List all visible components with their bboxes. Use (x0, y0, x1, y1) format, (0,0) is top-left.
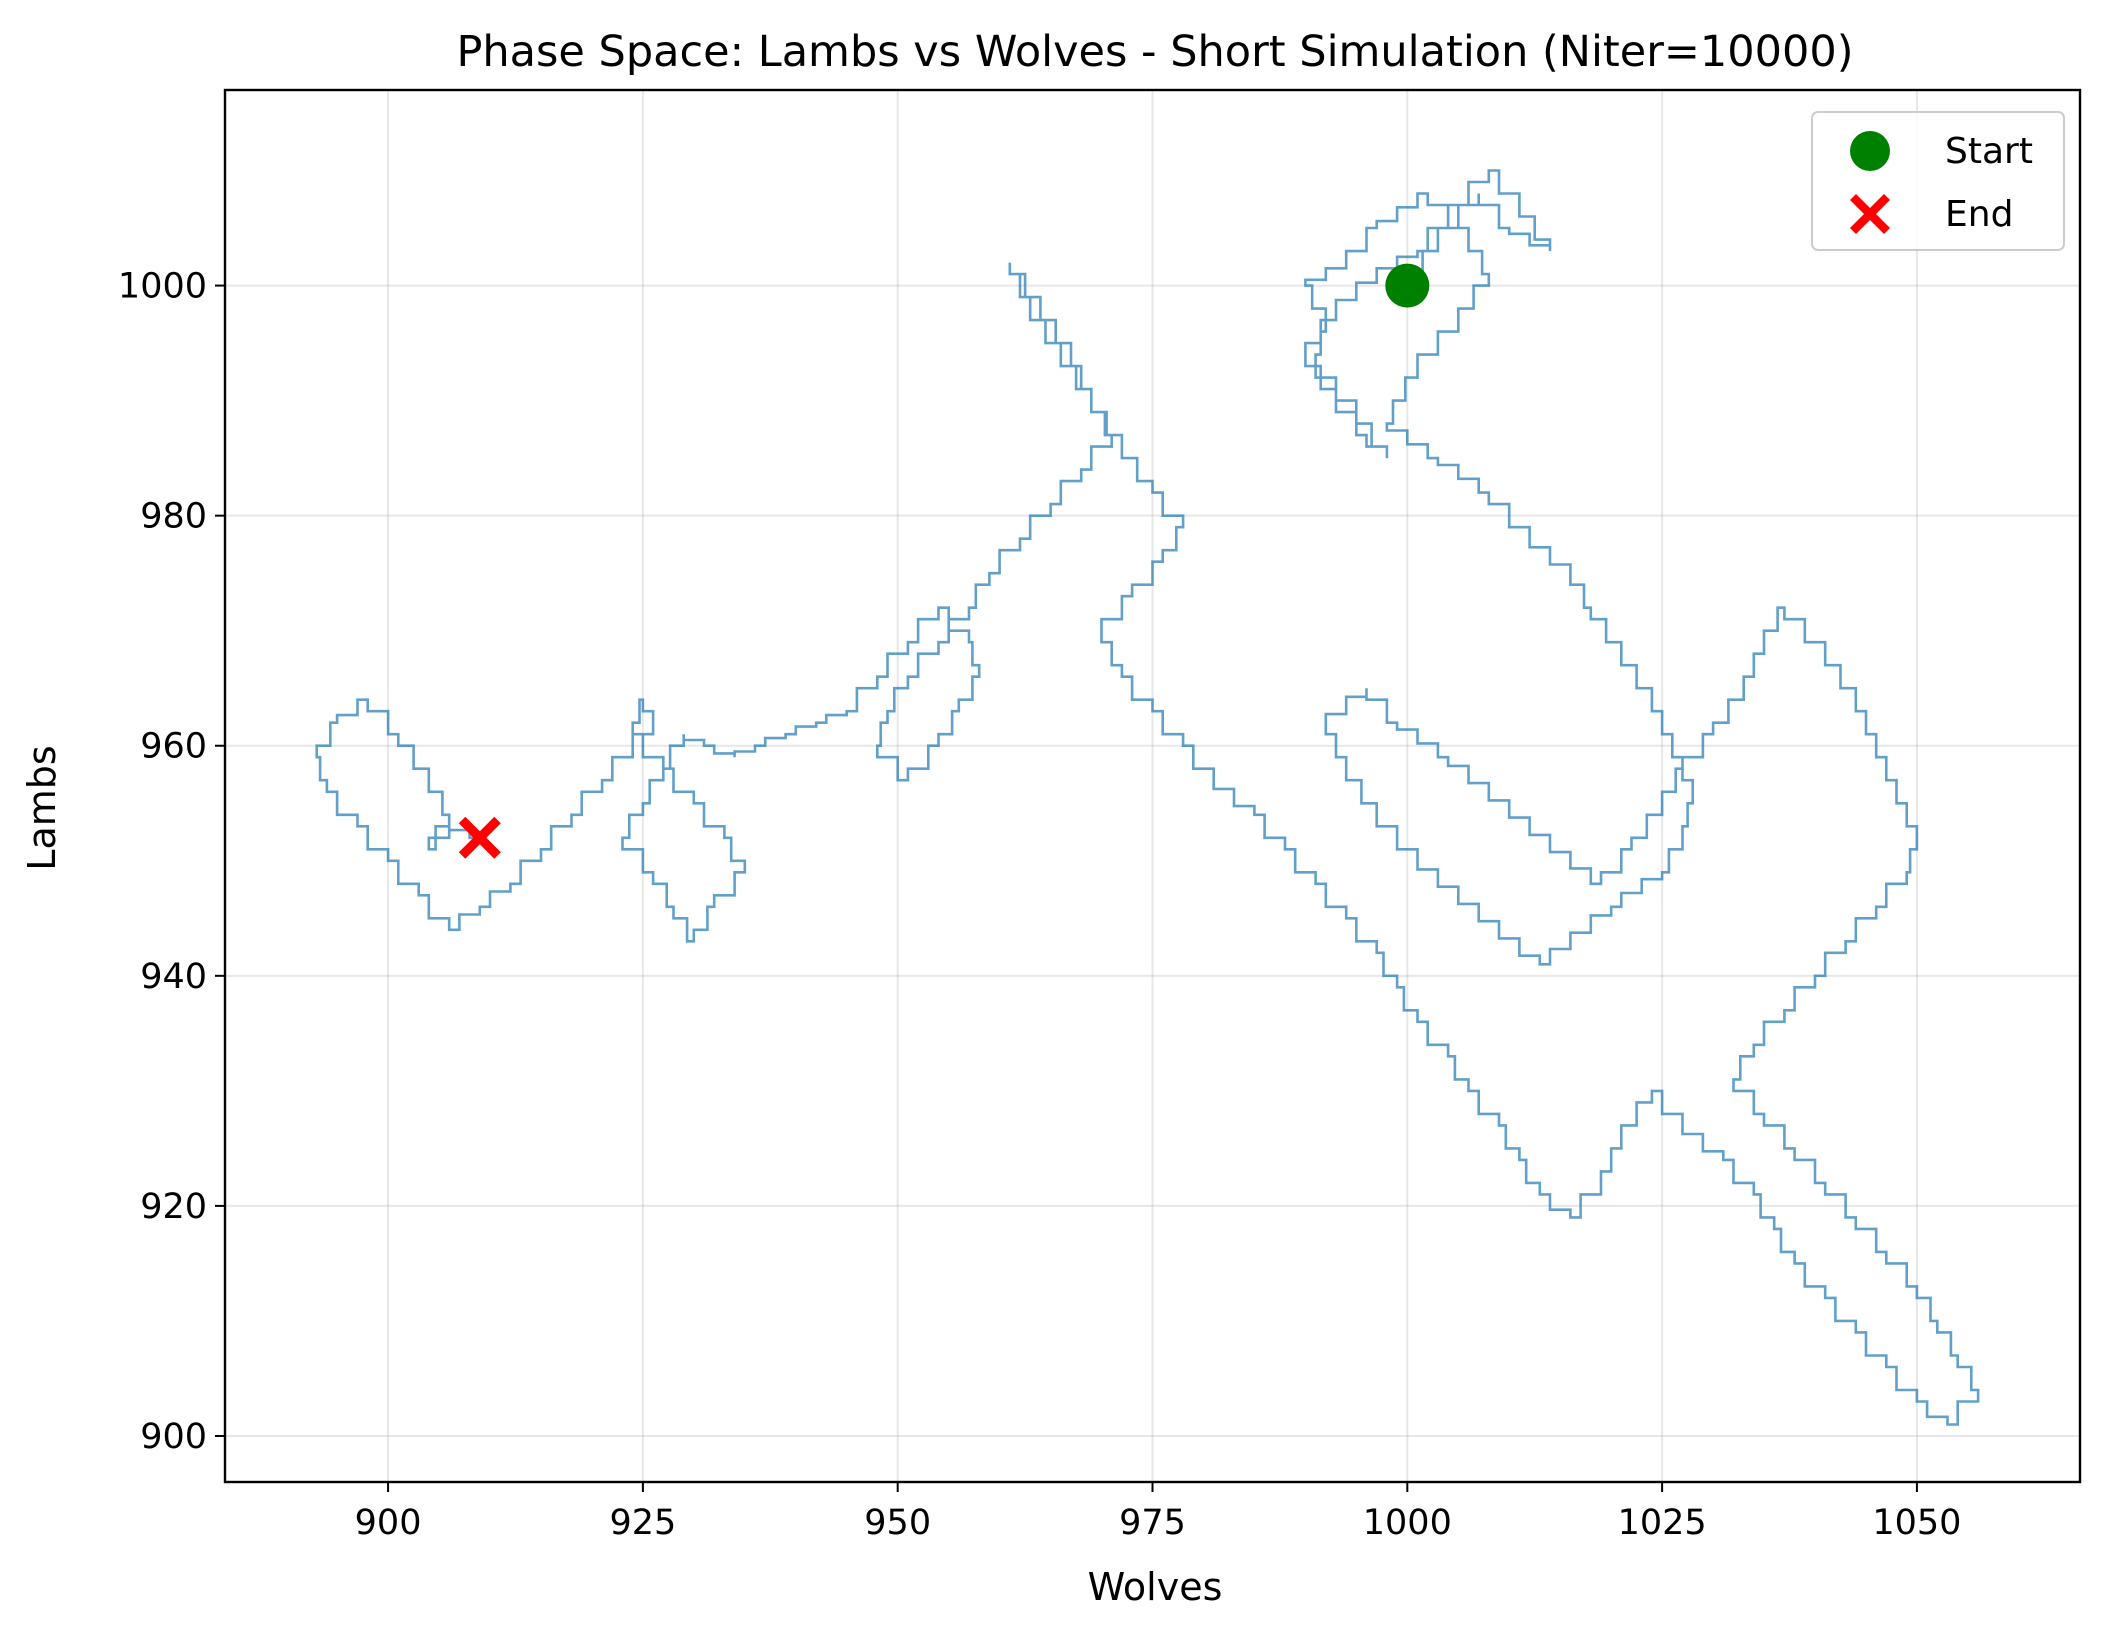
y-tick-label: 920 (140, 1187, 207, 1227)
legend-end-label: End (1945, 194, 2013, 235)
y-axis-label: Lambs (20, 745, 64, 870)
chart-title: Phase Space: Lambs vs Wolves - Short Sim… (457, 27, 1854, 77)
x-axis-label: Wolves (1088, 1565, 1223, 1609)
x-tick-label: 975 (1119, 1503, 1186, 1543)
legend-start-label: Start (1945, 131, 2033, 172)
y-tick-label: 980 (140, 497, 207, 537)
x-tick-label: 950 (864, 1503, 931, 1543)
x-tick-label: 925 (609, 1503, 676, 1543)
y-tick-label: 960 (140, 727, 207, 767)
y-tick-label: 940 (140, 957, 207, 997)
trajectory-line (315, 169, 1980, 1426)
grid (225, 90, 2080, 1482)
x-tick-label: 1025 (1618, 1503, 1707, 1543)
start-marker (1385, 263, 1430, 308)
x-tick-label: 1000 (1363, 1503, 1452, 1543)
legend-start-marker-icon (1850, 131, 1890, 171)
marker-layer (458, 263, 1430, 859)
legend-end-marker-icon (1850, 194, 1890, 234)
y-axis-ticks: 900 920 940 960 980 1000 (118, 267, 225, 1457)
x-axis-ticks: 900 925 950 975 1000 1025 1050 (355, 1482, 1961, 1543)
legend: Start End (1811, 111, 2065, 251)
trajectory-layer (315, 169, 1980, 1426)
end-marker (458, 816, 501, 859)
y-tick-label: 900 (140, 1417, 207, 1457)
x-tick-label: 1050 (1872, 1503, 1961, 1543)
y-tick-label: 1000 (118, 267, 207, 307)
x-tick-label: 900 (355, 1503, 422, 1543)
